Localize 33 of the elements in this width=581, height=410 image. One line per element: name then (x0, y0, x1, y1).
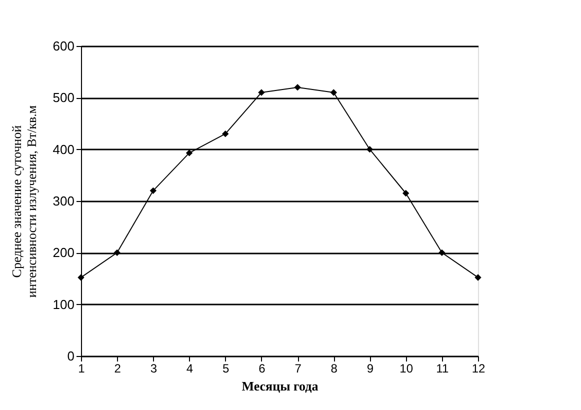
y-tick-label: 500 (52, 90, 74, 106)
x-axis-title: Месяцы года (242, 378, 319, 394)
point (222, 130, 229, 138)
y-tick-label: 200 (52, 245, 74, 260)
x-tick-label: 12 (472, 362, 486, 376)
point (294, 84, 301, 91)
y-axis-title: Среднее значение суточной интенсивности излучения, Вт/кв.м (8, 105, 39, 298)
x-tick-label: 2 (114, 362, 122, 376)
x-tick-label: 11 (436, 362, 449, 376)
point (366, 146, 374, 153)
point (258, 89, 265, 96)
x-tick-label: 7 (294, 362, 302, 376)
point (114, 249, 120, 256)
point (150, 187, 157, 194)
x-tick-label: 8 (330, 362, 338, 376)
y-tick-label: 600 (52, 38, 74, 54)
point (402, 190, 410, 197)
point (186, 150, 193, 156)
x-tick-label: 10 (400, 362, 414, 376)
y-tick-label: 0 (67, 348, 74, 364)
x-tick-label: 6 (258, 362, 266, 376)
x-tick-label: 4 (186, 362, 194, 376)
point (330, 89, 337, 96)
x-tick-label: 5 (222, 362, 230, 376)
x-tick-label: 1 (78, 362, 86, 376)
point (438, 249, 446, 256)
x-tick-label: 3 (150, 362, 158, 376)
point (78, 274, 84, 281)
point (474, 274, 482, 281)
y-tick-label: 400 (52, 142, 74, 157)
y-tick-label: 300 (52, 194, 74, 208)
y-tick-label: 100 (52, 296, 74, 312)
x-tick-label: 9 (366, 362, 374, 376)
